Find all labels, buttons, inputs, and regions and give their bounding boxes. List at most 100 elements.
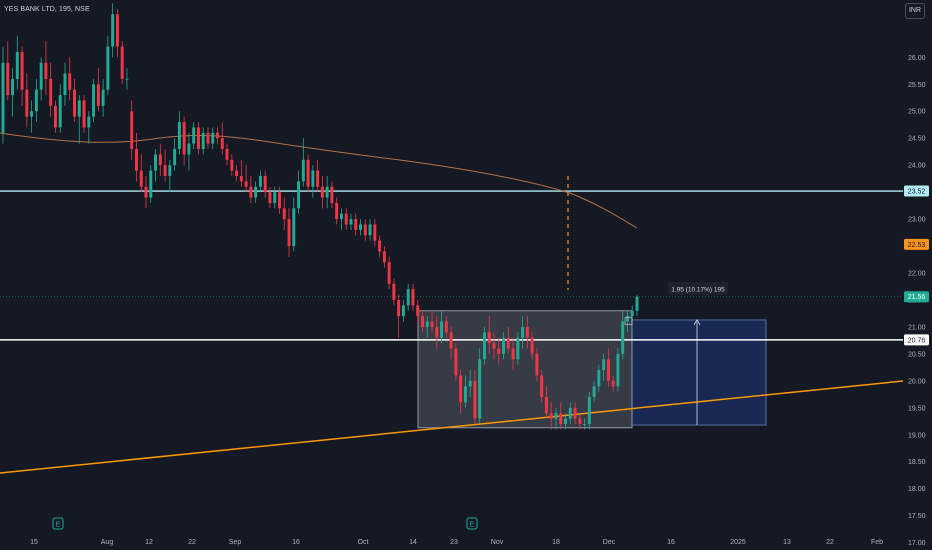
- candle-body[interactable]: [592, 386, 596, 398]
- candle-body[interactable]: [111, 14, 115, 47]
- measure-handle[interactable]: [624, 317, 633, 325]
- candle-body[interactable]: [378, 240, 382, 252]
- candle-body[interactable]: [525, 326, 529, 338]
- candle-body[interactable]: [263, 175, 267, 193]
- candle-body[interactable]: [616, 353, 620, 387]
- candle-body[interactable]: [168, 165, 172, 176]
- candle-body[interactable]: [292, 208, 296, 247]
- candle-body[interactable]: [359, 224, 362, 230]
- candle-body[interactable]: [115, 14, 119, 47]
- candle-body[interactable]: [421, 316, 424, 327]
- candle-body[interactable]: [68, 73, 72, 90]
- candle-body[interactable]: [387, 262, 391, 284]
- candle-body[interactable]: [30, 111, 34, 117]
- trend-line[interactable]: [0, 380, 904, 474]
- candle-body[interactable]: [430, 321, 434, 327]
- candle-body[interactable]: [511, 348, 515, 360]
- candle-body[interactable]: [44, 62, 48, 79]
- candle-body[interactable]: [235, 170, 239, 176]
- candle-body[interactable]: [454, 348, 458, 376]
- candle-body[interactable]: [425, 321, 429, 327]
- candle-body[interactable]: [144, 186, 148, 198]
- earnings-icon[interactable]: [52, 517, 64, 530]
- candle-body[interactable]: [530, 337, 534, 354]
- candle-body[interactable]: [163, 165, 167, 176]
- candle-body[interactable]: [583, 423, 587, 425]
- candle-body[interactable]: [125, 78, 129, 80]
- candle-body[interactable]: [34, 89, 38, 112]
- candle-body[interactable]: [349, 219, 353, 225]
- candle-body[interactable]: [354, 219, 358, 230]
- candle-body[interactable]: [278, 192, 281, 209]
- candle-body[interactable]: [535, 353, 539, 376]
- candle-body[interactable]: [134, 148, 138, 171]
- candle-body[interactable]: [192, 127, 196, 144]
- candle-body[interactable]: [196, 127, 200, 149]
- candle-body[interactable]: [53, 105, 57, 128]
- candle-body[interactable]: [297, 181, 301, 209]
- candle-body[interactable]: [130, 111, 134, 149]
- candle-body[interactable]: [468, 380, 472, 387]
- candle-body[interactable]: [473, 380, 477, 419]
- candle-body[interactable]: [254, 186, 258, 198]
- candle-body[interactable]: [363, 224, 367, 236]
- candle-body[interactable]: [587, 397, 591, 424]
- candle-body[interactable]: [139, 170, 143, 187]
- candle-body[interactable]: [149, 170, 153, 198]
- candle-body[interactable]: [187, 143, 191, 155]
- candle-body[interactable]: [73, 89, 76, 117]
- candle-body[interactable]: [201, 132, 205, 149]
- candle-body[interactable]: [301, 159, 305, 182]
- candle-body[interactable]: [611, 380, 615, 387]
- candle-body[interactable]: [459, 375, 463, 403]
- candle-body[interactable]: [344, 213, 348, 225]
- candle-body[interactable]: [506, 337, 510, 349]
- candle-body[interactable]: [435, 326, 439, 338]
- candle-body[interactable]: [335, 202, 339, 220]
- candle-body[interactable]: [549, 413, 553, 419]
- candle-body[interactable]: [602, 359, 606, 371]
- candle-body[interactable]: [15, 51, 19, 79]
- candle-body[interactable]: [282, 208, 286, 220]
- candle-body[interactable]: [568, 407, 572, 419]
- candle-body[interactable]: [597, 370, 601, 387]
- candle-body[interactable]: [630, 310, 634, 317]
- candle-body[interactable]: [106, 46, 110, 90]
- candle-body[interactable]: [325, 186, 329, 198]
- candle-body[interactable]: [449, 332, 453, 349]
- candle-body[interactable]: [578, 418, 582, 424]
- candle-body[interactable]: [502, 337, 506, 354]
- candle-body[interactable]: [306, 159, 310, 187]
- candle-body[interactable]: [39, 62, 43, 90]
- candle-body[interactable]: [392, 283, 396, 300]
- candle-body[interactable]: [225, 148, 229, 160]
- candle-body[interactable]: [96, 84, 100, 106]
- candle-body[interactable]: [397, 299, 401, 317]
- candle-body[interactable]: [87, 116, 91, 128]
- candle-body[interactable]: [311, 170, 315, 187]
- candle-body[interactable]: [521, 326, 525, 338]
- candle-body[interactable]: [92, 84, 96, 117]
- candle-body[interactable]: [25, 89, 29, 117]
- candle-body[interactable]: [220, 138, 224, 149]
- candle-body[interactable]: [373, 224, 377, 241]
- candle-body[interactable]: [339, 213, 343, 220]
- candle-body[interactable]: [120, 46, 124, 79]
- candle-body[interactable]: [154, 154, 158, 171]
- candle-body[interactable]: [211, 132, 215, 144]
- candle-body[interactable]: [559, 413, 563, 424]
- candle-body[interactable]: [320, 186, 324, 198]
- candle-body[interactable]: [206, 132, 210, 144]
- candle-body[interactable]: [244, 181, 248, 187]
- candle-body[interactable]: [77, 100, 81, 117]
- candle-body[interactable]: [564, 418, 567, 424]
- candle-body[interactable]: [177, 122, 181, 149]
- candle-body[interactable]: [268, 192, 272, 203]
- candle-body[interactable]: [273, 192, 277, 203]
- measure-box[interactable]: [631, 319, 767, 426]
- candle-body[interactable]: [101, 89, 105, 106]
- candle-body[interactable]: [11, 78, 15, 96]
- candle-body[interactable]: [554, 413, 558, 419]
- candle-body[interactable]: [406, 289, 410, 306]
